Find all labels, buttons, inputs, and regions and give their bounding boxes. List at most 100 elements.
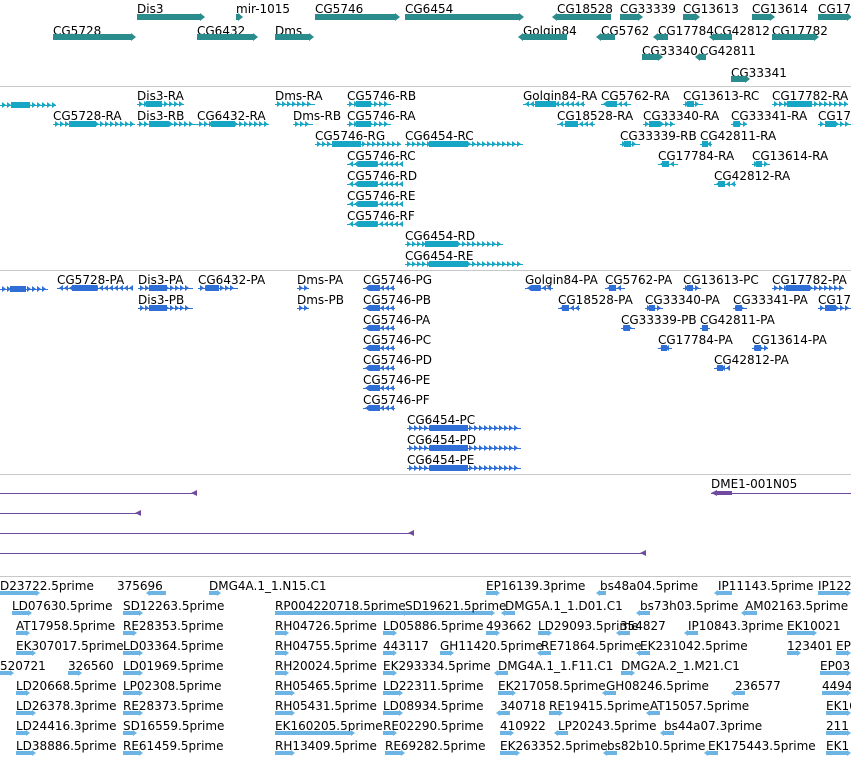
strand-arrow-left-icon [564,121,568,127]
strand-arrow-right-icon [464,425,468,431]
strand-arrow-right-icon [412,261,416,267]
transcripts-pa-feature-label: CG42811-PA [700,313,775,327]
strand-arrow-left-icon [721,365,725,371]
strand-arrow-left-icon [596,33,601,41]
strand-arrow-right-icon [351,730,355,736]
transcripts-pa-feature-label: CG6454-PE [407,453,475,467]
strand-arrow-right-icon [652,305,656,311]
strand-arrow-left-icon [527,285,531,291]
ests-feature-label: IP10843.3prime [688,619,784,633]
ests-feature-glyph [498,691,512,695]
strand-arrow-left-icon [370,345,374,351]
genes-feature-label: CG17784 [658,24,714,38]
strand-arrow-right-icon [497,261,501,267]
strand-arrow-left-icon [399,181,403,187]
transcripts-pa-feature-intron-line [558,308,580,309]
strand-arrow-right-icon [32,286,36,292]
strand-arrow-right-icon [789,101,793,107]
ests-feature-label: RH20024.5prime [275,659,377,673]
strand-arrow-left-icon [623,101,627,107]
strand-arrow-right-icon [224,121,228,127]
strand-arrow-right-icon [364,121,368,127]
ests-feature-label: RH13409.5prime [275,739,377,753]
strand-arrow-right-icon [300,121,304,127]
transcripts-pa-feature-label: CG33341-PA [733,293,808,307]
strand-arrow-right-icon [422,141,426,147]
strand-arrow-right-icon [26,730,30,736]
strand-arrow-left-icon [596,590,600,596]
strand-arrow-right-icon [467,261,471,267]
ests-feature-glyph [405,611,415,615]
strand-arrow-right-icon [494,445,498,451]
strand-arrow-right-icon [487,141,491,147]
ests-feature-label: 326560 [68,659,114,673]
strand-arrow-right-icon [170,285,174,291]
clones-feature-clone-line [0,533,414,534]
strand-arrow-right-icon [230,285,234,291]
strand-arrow-left-icon [359,161,363,167]
strand-arrow-right-icon [462,141,466,147]
strand-arrow-right-icon [439,465,443,471]
transcripts-pa-feature-label: CG17784-PA [658,333,733,347]
strand-arrow-right-icon [10,670,14,676]
strand-arrow-right-icon [424,425,428,431]
strand-arrow-right-icon [502,261,506,267]
strand-arrow-right-icon [452,261,456,267]
strand-arrow-right-icon [809,285,813,291]
genes-feature-glyph [236,14,238,20]
strand-arrow-right-icon [7,286,11,292]
strand-arrow-right-icon [364,101,368,107]
strand-arrow-right-icon [145,305,149,311]
ests-feature-glyph [123,731,133,735]
strand-arrow-left-icon [389,181,393,187]
strand-arrow-right-icon [695,101,699,107]
strand-arrow-left-icon [379,181,383,187]
strand-arrow-left-icon [618,101,622,107]
strand-arrow-left-icon [64,285,68,291]
strand-arrow-right-icon [362,141,366,147]
strand-arrow-left-icon [574,121,578,127]
strand-arrow-left-icon [354,181,358,187]
ests-feature-label: LD38886.5prime [16,739,117,753]
genes-feature-glyph [772,34,814,40]
strand-arrow-right-icon [393,650,397,656]
ests-feature-label: EK10021 [787,619,841,633]
transcripts-pa-feature-label: CG17 [818,293,851,307]
strand-arrow-right-icon [477,261,481,267]
strand-arrow-left-icon [731,690,735,696]
transcripts-pa-feature-label: CG6454-PC [407,413,476,427]
strand-arrow-right-icon [829,101,833,107]
strand-arrow-right-icon [422,241,426,247]
strand-arrow-right-icon [489,445,493,451]
transcripts-pa-feature-label: Dms-PA [297,273,344,287]
transcript-track: CG5728-RA Dis3-RA Dis3-RB CG6432-RA Dms-RA Dm… [0,87,851,270]
strand-arrow-right-icon [516,750,520,756]
clones-feature-clone-line [0,553,646,554]
strand-arrow-right-icon [507,261,511,267]
strand-arrow-right-icon [482,141,486,147]
strand-arrow-right-icon [462,261,466,267]
ests-feature-glyph [123,691,139,695]
ests-feature-label: 340718 [500,699,546,713]
strand-arrow-right-icon [175,305,179,311]
ests-feature-label: DMG5A.1_1.D01.C1 [505,599,623,613]
strand-arrow-left-icon [570,101,574,107]
strand-arrow-right-icon [259,121,263,127]
strand-arrow-left-icon [559,121,563,127]
transcripts-pa-feature-label: CG5728-PA [57,273,125,287]
strand-arrow-left-icon [660,730,664,736]
strand-arrow-right-icon [469,425,473,431]
ests-feature-glyph [745,611,757,615]
strand-arrow-left-icon [380,345,384,351]
strand-arrow-right-icon [834,285,838,291]
strand-arrow-right-icon [17,286,21,292]
ests-feature-label: EK217058.5prime [498,679,606,693]
ests-feature-label: DMG4A.1_1.F11.C1 [498,659,614,673]
ests-feature-glyph [16,711,32,715]
ests-feature-label: SD19621.5prime [405,599,507,613]
transcripts-ra-feature-label: CG17782-RA [772,89,849,103]
strand-arrow-right-icon [27,102,31,108]
ests-feature-label: LD29093.5prime [538,619,639,633]
transcripts-pa-feature-label: CG5746-PB [363,293,432,307]
strand-arrow-right-icon [825,305,829,311]
